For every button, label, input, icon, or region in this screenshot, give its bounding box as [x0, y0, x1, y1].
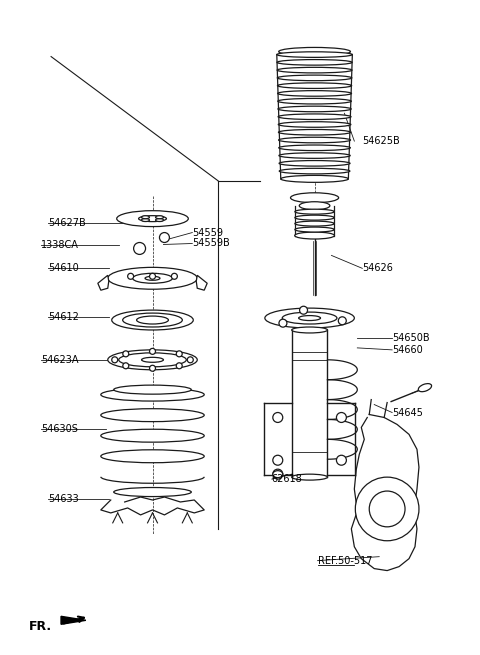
Ellipse shape — [282, 312, 337, 324]
Text: 54626: 54626 — [362, 263, 393, 273]
Ellipse shape — [101, 450, 204, 462]
Ellipse shape — [114, 487, 192, 496]
Circle shape — [133, 242, 145, 254]
Ellipse shape — [295, 221, 334, 226]
Circle shape — [159, 233, 169, 242]
Ellipse shape — [265, 308, 354, 328]
Ellipse shape — [295, 227, 334, 232]
Circle shape — [176, 363, 182, 369]
Ellipse shape — [108, 267, 197, 290]
Ellipse shape — [112, 310, 193, 330]
Ellipse shape — [278, 130, 351, 135]
Text: 54627B: 54627B — [48, 217, 86, 227]
Circle shape — [336, 455, 347, 465]
Text: 54645: 54645 — [392, 407, 423, 417]
Polygon shape — [98, 275, 109, 290]
Circle shape — [123, 351, 129, 357]
Text: 54559B: 54559B — [192, 238, 230, 248]
Circle shape — [338, 317, 346, 325]
Ellipse shape — [142, 358, 164, 362]
Ellipse shape — [418, 384, 432, 392]
Circle shape — [112, 357, 118, 363]
Ellipse shape — [117, 211, 188, 227]
Circle shape — [187, 357, 193, 363]
Ellipse shape — [114, 385, 192, 394]
Text: 54625B: 54625B — [362, 136, 400, 146]
Circle shape — [150, 365, 156, 371]
Ellipse shape — [295, 215, 334, 220]
Text: 54630S: 54630S — [41, 424, 78, 434]
Text: 54623A: 54623A — [41, 355, 79, 365]
Polygon shape — [61, 616, 86, 624]
Text: 1338CA: 1338CA — [41, 240, 79, 250]
Circle shape — [176, 351, 182, 357]
Circle shape — [279, 319, 287, 327]
Ellipse shape — [292, 327, 327, 333]
Ellipse shape — [132, 273, 172, 283]
Ellipse shape — [279, 47, 350, 56]
Ellipse shape — [273, 471, 283, 477]
Polygon shape — [351, 415, 419, 571]
Ellipse shape — [295, 209, 334, 214]
Ellipse shape — [279, 153, 350, 159]
Ellipse shape — [277, 60, 352, 65]
Circle shape — [300, 307, 308, 314]
Ellipse shape — [156, 215, 164, 219]
Ellipse shape — [108, 350, 197, 370]
Polygon shape — [196, 275, 207, 290]
Text: 54650B: 54650B — [392, 333, 430, 343]
Circle shape — [171, 273, 178, 279]
Ellipse shape — [101, 429, 204, 442]
Ellipse shape — [278, 106, 351, 112]
Ellipse shape — [101, 388, 204, 401]
Ellipse shape — [277, 75, 352, 81]
Circle shape — [355, 477, 419, 541]
Ellipse shape — [279, 160, 350, 166]
Text: 54660: 54660 — [392, 345, 423, 355]
Ellipse shape — [292, 474, 327, 480]
Ellipse shape — [290, 193, 338, 203]
Circle shape — [150, 348, 156, 354]
Circle shape — [150, 273, 156, 279]
Ellipse shape — [278, 138, 350, 143]
Ellipse shape — [156, 219, 164, 221]
Ellipse shape — [123, 313, 182, 327]
Text: FR.: FR. — [29, 620, 52, 633]
Ellipse shape — [277, 83, 352, 88]
Ellipse shape — [281, 176, 348, 182]
Ellipse shape — [137, 316, 168, 324]
Ellipse shape — [101, 409, 204, 422]
Circle shape — [336, 413, 347, 422]
Circle shape — [273, 455, 283, 465]
Circle shape — [273, 469, 283, 479]
Ellipse shape — [278, 122, 351, 127]
Ellipse shape — [295, 232, 335, 239]
Ellipse shape — [277, 52, 352, 58]
Ellipse shape — [277, 67, 352, 73]
Ellipse shape — [139, 215, 167, 221]
Ellipse shape — [299, 202, 330, 210]
Ellipse shape — [145, 276, 160, 280]
Text: REF.50-517: REF.50-517 — [318, 555, 372, 566]
Circle shape — [273, 413, 283, 422]
Ellipse shape — [299, 316, 321, 320]
Ellipse shape — [279, 145, 350, 151]
Circle shape — [369, 491, 405, 527]
Text: 54610: 54610 — [48, 263, 79, 273]
Ellipse shape — [278, 114, 351, 119]
Text: 54559: 54559 — [192, 227, 223, 238]
Ellipse shape — [277, 90, 351, 96]
Ellipse shape — [142, 215, 149, 219]
Ellipse shape — [142, 219, 149, 221]
Text: 54612: 54612 — [48, 312, 79, 322]
Ellipse shape — [279, 168, 350, 174]
Circle shape — [123, 363, 129, 369]
Text: 54633: 54633 — [48, 494, 79, 504]
Text: 62618: 62618 — [272, 474, 302, 484]
Ellipse shape — [119, 353, 186, 367]
Circle shape — [128, 273, 133, 279]
Ellipse shape — [278, 98, 351, 104]
